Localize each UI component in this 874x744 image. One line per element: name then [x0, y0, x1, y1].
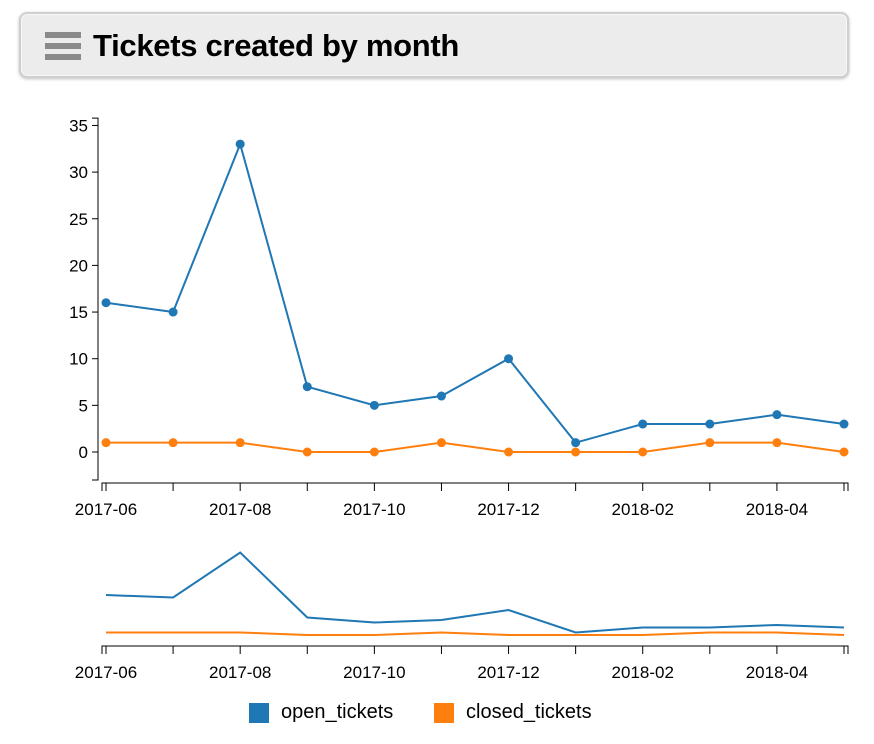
context-x-tick-label: 2017-08	[209, 663, 271, 682]
legend-label-open-tickets: open_tickets	[281, 701, 394, 723]
legend-swatch-closed-tickets	[434, 703, 454, 723]
data-point-open-tickets	[168, 307, 178, 317]
data-point-open-tickets	[571, 438, 581, 448]
x-tick-label: 2017-10	[343, 500, 405, 519]
data-point-closed-tickets	[571, 447, 581, 457]
data-point-open-tickets	[436, 391, 446, 401]
context-x-axis-line	[101, 645, 849, 654]
y-tick-label: 15	[69, 303, 88, 322]
y-tick-label: 25	[69, 210, 88, 229]
x-tick-label: 2017-08	[209, 500, 271, 519]
context-brush-area[interactable]	[106, 540, 844, 646]
focus-chart: 0 5 10 15 20 25 30 35 2017-06 2017-08 2017-10 2017-…	[69, 116, 849, 519]
x-axis-line	[101, 482, 849, 491]
data-point-open-tickets	[369, 400, 379, 410]
context-series-line-open-tickets	[105, 551, 845, 634]
data-point-closed-tickets	[101, 438, 111, 448]
data-point-closed-tickets	[168, 438, 178, 448]
data-point-open-tickets	[638, 419, 648, 429]
data-point-open-tickets	[101, 298, 111, 308]
hamburger-menu-icon[interactable]	[45, 32, 81, 62]
y-tick-label: 5	[79, 396, 88, 415]
data-point-closed-tickets	[705, 438, 715, 448]
data-point-closed-tickets	[369, 447, 379, 457]
context-x-tick-label: 2017-10	[343, 663, 405, 682]
y-tick-label: 20	[69, 256, 88, 275]
data-point-closed-tickets	[772, 438, 782, 448]
y-tick-label: 30	[69, 163, 88, 182]
data-point-open-tickets	[705, 419, 715, 429]
x-tick-label: 2017-12	[477, 500, 539, 519]
series-line-open-tickets	[105, 140, 845, 444]
x-tick-label: 2018-04	[746, 500, 808, 519]
data-point-open-tickets	[302, 382, 312, 392]
data-point-open-tickets	[235, 139, 245, 149]
panel-header: Tickets created by month	[19, 12, 849, 78]
legend-swatch-open-tickets	[249, 703, 269, 723]
data-point-closed-tickets	[302, 447, 312, 457]
y-tick-label: 10	[69, 350, 88, 369]
y-axis-line	[92, 117, 99, 481]
data-point-closed-tickets	[839, 447, 849, 457]
data-point-closed-tickets	[638, 447, 648, 457]
y-tick-label: 35	[69, 116, 88, 135]
legend-label-closed-tickets: closed_tickets	[466, 701, 592, 723]
context-chart: 2017-06 2017-08 2017-10 2017-12 2018-02 2018-…	[75, 540, 849, 682]
context-x-tick-label: 2018-02	[612, 663, 674, 682]
context-x-tick-label: 2017-06	[75, 663, 137, 682]
x-tick-label: 2018-02	[612, 500, 674, 519]
panel-title: Tickets created by month	[93, 28, 460, 63]
y-tick-label: 0	[79, 443, 88, 462]
context-x-tick-label: 2017-12	[477, 663, 539, 682]
data-point-closed-tickets	[504, 447, 514, 457]
x-tick-label: 2017-06	[75, 500, 137, 519]
series-line-closed-tickets	[106, 441, 845, 453]
data-point-open-tickets	[839, 419, 849, 429]
context-series-line-closed-tickets	[106, 631, 845, 636]
context-x-tick-label: 2018-04	[746, 663, 808, 682]
data-point-open-tickets	[504, 354, 514, 364]
data-point-closed-tickets	[436, 438, 446, 448]
data-point-open-tickets	[772, 410, 782, 420]
data-point-closed-tickets	[235, 438, 245, 448]
